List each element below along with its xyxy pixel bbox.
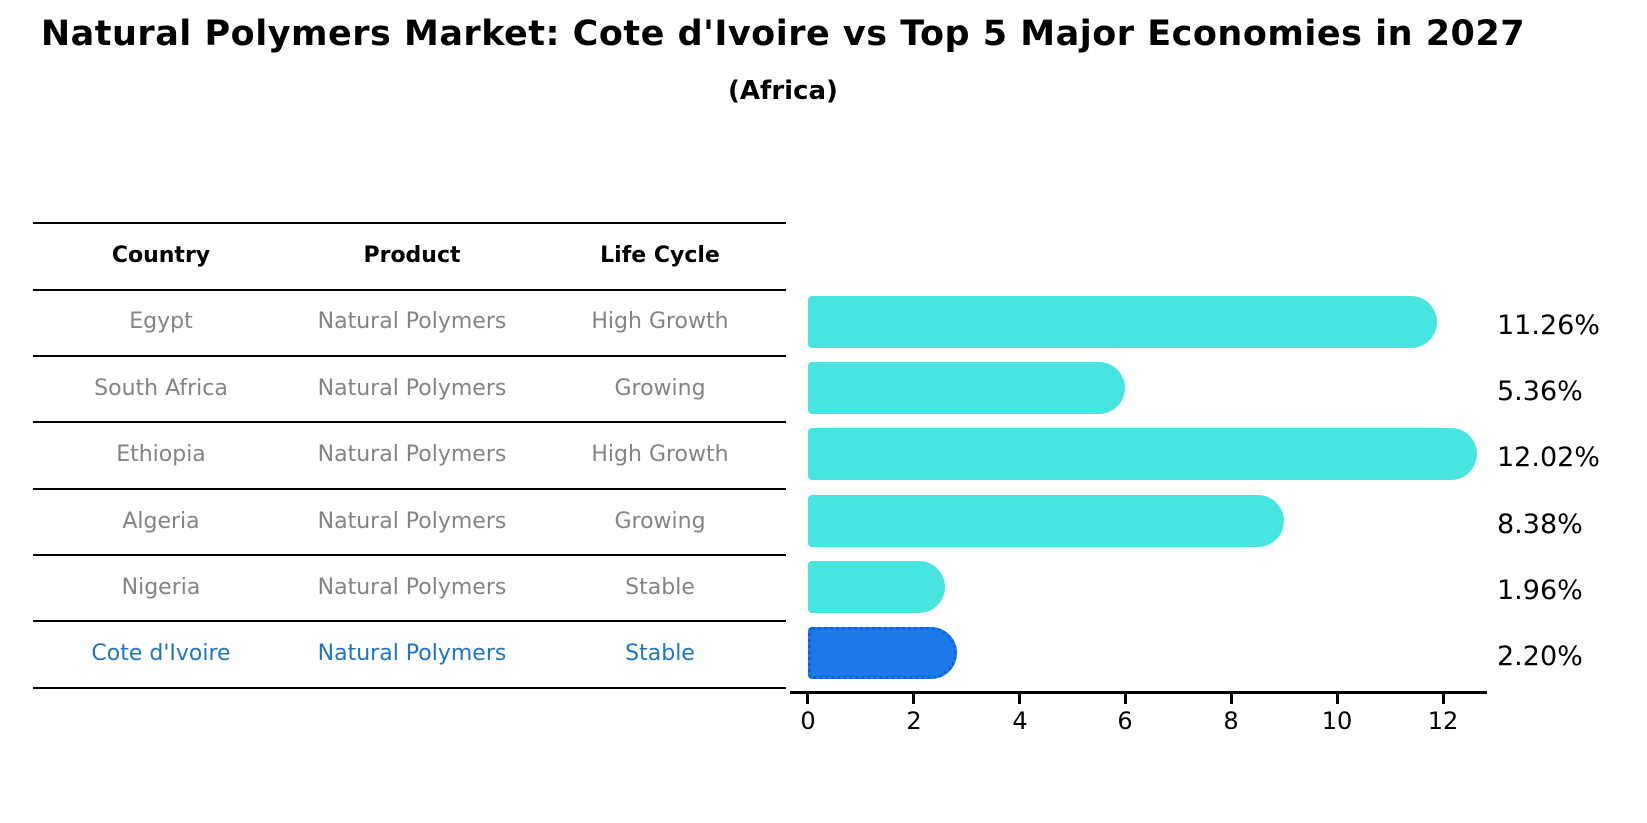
table-cell-product: Natural Polymers [317, 309, 507, 334]
table-header-product: Product [363, 243, 461, 268]
table-header-country: Country [111, 243, 211, 268]
x-axis-tick [1230, 694, 1233, 704]
table-header-row: Country Product Life Cycle [30, 241, 788, 271]
bar-value-label: 1.96% [1497, 575, 1583, 606]
bar-egypt [808, 296, 1437, 348]
x-axis-tick [1018, 694, 1021, 704]
table-cell-life-cycle: High Growth [591, 442, 729, 467]
bar-nigeria [808, 561, 945, 613]
table-cell-life-cycle: High Growth [591, 309, 729, 334]
table-divider [33, 421, 786, 423]
bar-value-label: 11.26% [1497, 310, 1600, 341]
table-row-cote-divoire: Cote d'Ivoire Natural Polymers Stable [30, 639, 788, 669]
table-divider [33, 289, 786, 291]
table-header-life-cycle: Life Cycle [600, 243, 720, 268]
x-axis-tick [1124, 694, 1127, 704]
table-divider [33, 554, 786, 556]
table-cell-product: Natural Polymers [317, 376, 507, 401]
table-cell-life-cycle: Stable [625, 641, 695, 666]
table-row-south-africa: South Africa Natural Polymers Growing [30, 374, 788, 404]
bar-value-label: 8.38% [1497, 509, 1583, 540]
x-axis-tick [912, 694, 915, 704]
table-cell-life-cycle: Stable [625, 575, 695, 600]
table-cell-life-cycle: Growing [614, 509, 706, 534]
bar-algeria [808, 495, 1285, 547]
table-divider [33, 488, 786, 490]
table-cell-country: South Africa [94, 376, 228, 401]
table-cell-country: Egypt [129, 309, 193, 334]
bar-south-africa [808, 362, 1125, 414]
table-cell-country: Algeria [122, 509, 200, 534]
table-cell-life-cycle: Growing [614, 376, 706, 401]
x-axis-tick [1336, 694, 1339, 704]
table-divider [33, 620, 786, 622]
x-axis-tick-label: 4 [1012, 707, 1028, 735]
x-axis-tick-label: 2 [906, 707, 922, 735]
table-row-algeria: Algeria Natural Polymers Growing [30, 507, 788, 537]
table-divider [33, 687, 786, 689]
table-divider [33, 222, 786, 224]
table-cell-country: Cote d'Ivoire [91, 641, 231, 666]
x-axis-tick-label: 6 [1117, 707, 1133, 735]
x-axis-tick-label: 10 [1321, 707, 1353, 735]
x-axis-tick [1442, 694, 1445, 704]
bar-value-label: 12.02% [1497, 442, 1600, 473]
bar-value-label: 5.36% [1497, 376, 1583, 407]
x-axis-tick-label: 8 [1223, 707, 1239, 735]
table-cell-country: Nigeria [121, 575, 201, 600]
bar-value-label: 2.20% [1497, 641, 1583, 672]
chart-subtitle: (Africa) [728, 76, 838, 106]
x-axis-tick [806, 694, 809, 704]
chart-title: Natural Polymers Market: Cote d'Ivoire v… [40, 14, 1526, 54]
x-axis-line [790, 691, 1487, 694]
table-cell-product: Natural Polymers [317, 509, 507, 534]
bar-cote-divoire [808, 627, 958, 679]
x-axis-tick-label: 0 [800, 707, 816, 735]
table-cell-product: Natural Polymers [317, 575, 507, 600]
table-row-ethiopia: Ethiopia Natural Polymers High Growth [30, 440, 788, 470]
x-axis-tick-label: 12 [1427, 707, 1459, 735]
table-row-nigeria: Nigeria Natural Polymers Stable [30, 573, 788, 603]
table-row-egypt: Egypt Natural Polymers High Growth [30, 307, 788, 337]
table-cell-product: Natural Polymers [317, 641, 507, 666]
bar-ethiopia [808, 428, 1477, 480]
table-cell-country: Ethiopia [116, 442, 206, 467]
table-cell-product: Natural Polymers [317, 442, 507, 467]
table-divider [33, 355, 786, 357]
